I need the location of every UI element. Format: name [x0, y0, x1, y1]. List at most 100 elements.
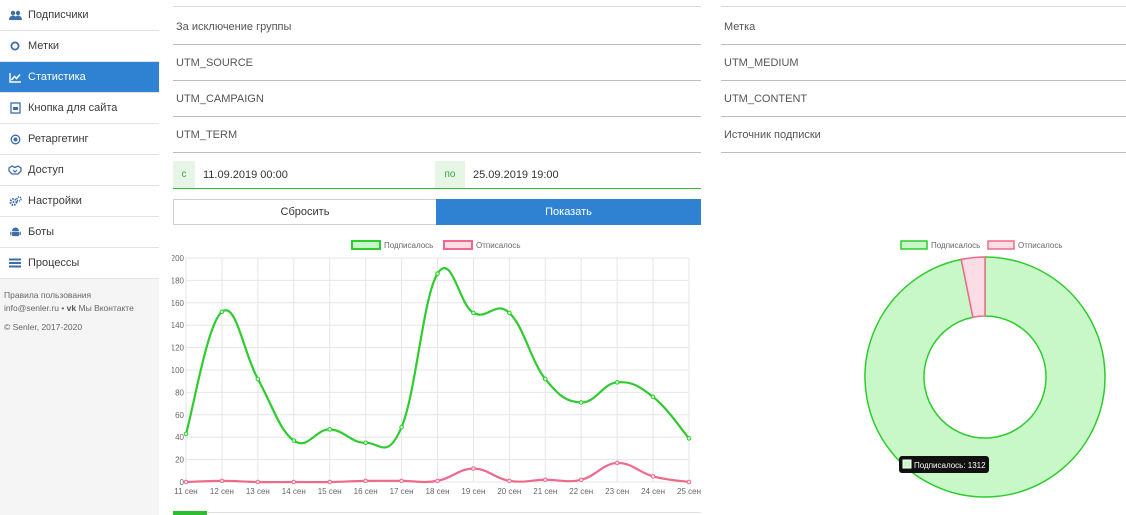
field-placeholder: Источник подписки: [724, 128, 821, 141]
utm-campaign-field[interactable]: UTM_CAMPAIGN: [173, 81, 701, 117]
y-tick-label: 100: [172, 366, 185, 375]
data-point[interactable]: [542, 477, 548, 483]
utm-source-field[interactable]: UTM_SOURCE: [173, 45, 701, 81]
y-tick-label: 0: [180, 478, 185, 487]
data-point[interactable]: [291, 479, 297, 485]
sidebar-item-label: Кнопка для сайта: [28, 102, 118, 114]
sidebar-item-tags[interactable]: Метки: [0, 31, 159, 62]
form-top-border: [173, 6, 701, 7]
donut-slice[interactable]: [864, 256, 1106, 498]
sidebar-item-label: Боты: [28, 226, 55, 238]
x-tick-label: 18 сен: [426, 487, 450, 496]
tooltip-box: [899, 456, 989, 473]
data-point[interactable]: [219, 478, 225, 484]
sidebar-item-access[interactable]: Доступ: [0, 155, 159, 186]
x-tick-label: 21 сен: [533, 487, 557, 496]
x-tick-label: 13 сен: [246, 487, 270, 496]
circle-icon: [8, 39, 22, 53]
legend-label[interactable]: Подписалось: [384, 241, 433, 250]
sidebar-item-settings[interactable]: Настройки: [0, 186, 159, 217]
legend-swatch[interactable]: [987, 240, 1015, 250]
data-point[interactable]: [686, 436, 692, 441]
terms-link[interactable]: Правила пользования: [4, 290, 92, 300]
data-point[interactable]: [507, 310, 512, 316]
data-point[interactable]: [255, 479, 261, 485]
data-point[interactable]: [578, 477, 584, 483]
sidebar-item-statistics[interactable]: Статистика: [0, 62, 159, 93]
y-tick-label: 20: [175, 456, 184, 465]
line-chart: Подписалось Отписалось 0 20 40 60 80 100 120 140…: [172, 240, 701, 496]
donut-chart: Подписалось Отписалось Подписалось: 1312: [864, 240, 1106, 498]
field-placeholder: Метка: [724, 20, 756, 33]
data-point[interactable]: [327, 479, 333, 485]
reset-button[interactable]: Сбросить: [173, 199, 437, 225]
bottom-tab-indicator: [173, 511, 207, 515]
x-tick-label: 20 сен: [497, 487, 521, 496]
list-icon: [8, 256, 22, 270]
x-tick-label: 25 сен: [677, 487, 701, 496]
y-tick-label: 80: [175, 388, 184, 397]
sidebar-item-bots[interactable]: Боты: [0, 217, 159, 248]
data-point[interactable]: [542, 376, 548, 382]
users-icon: [8, 8, 22, 22]
utm-medium-field[interactable]: UTM_MEDIUM: [721, 45, 1126, 81]
sidebar: Подписчики Метки Статистика Кнопка для с…: [0, 0, 159, 515]
utm-term-field[interactable]: UTM_TERM: [173, 117, 701, 153]
legend-swatch[interactable]: [900, 240, 928, 250]
android-icon: [8, 225, 22, 239]
tag-field[interactable]: Метка: [721, 9, 1126, 45]
data-point[interactable]: [399, 424, 404, 430]
data-point[interactable]: [686, 479, 692, 485]
legend-label[interactable]: Отписалось: [476, 241, 521, 250]
data-point[interactable]: [291, 438, 297, 443]
y-tick-label: 120: [172, 344, 185, 353]
data-point[interactable]: [507, 478, 512, 484]
data-point[interactable]: [435, 478, 440, 484]
data-point[interactable]: [471, 310, 476, 316]
sidebar-item-subscribers[interactable]: Подписчики: [0, 0, 159, 31]
data-point[interactable]: [183, 479, 189, 485]
data-point[interactable]: [578, 400, 584, 405]
x-tick-label: 22 сен: [569, 487, 593, 496]
date-to-input[interactable]: 25.09.2019 19:00: [473, 168, 559, 181]
data-point[interactable]: [471, 466, 476, 471]
legend-swatch[interactable]: [351, 240, 381, 250]
chart-legend: Подписалось Отписалось: [900, 240, 1063, 250]
field-placeholder: UTM_CAMPAIGN: [176, 92, 264, 105]
data-point[interactable]: [650, 394, 656, 400]
date-from-prefix: с: [173, 161, 195, 188]
legend-swatch[interactable]: [443, 240, 473, 250]
legend-label[interactable]: Отписалось: [1018, 241, 1063, 250]
x-tick-label: 15 сен: [318, 487, 342, 496]
y-tick-label: 200: [172, 254, 185, 263]
date-from-input[interactable]: 11.09.2019 00:00: [203, 168, 288, 181]
data-point[interactable]: [363, 440, 368, 446]
data-point[interactable]: [614, 460, 620, 466]
data-point[interactable]: [363, 478, 368, 484]
legend-label[interactable]: Подписалось: [931, 241, 980, 250]
email-link[interactable]: info@senler.ru: [4, 303, 59, 313]
donut-slice[interactable]: [960, 256, 986, 319]
date-to-prefix: по: [435, 161, 465, 188]
vk-link[interactable]: Мы Вконтакте: [78, 303, 134, 313]
x-axis-ticks: 11 сен 12 сен 13 сен 14 сен 15 сен 16 сен 17 с…: [174, 487, 701, 496]
data-point[interactable]: [255, 376, 261, 382]
sidebar-item-retargeting[interactable]: Ретаргетинг: [0, 124, 159, 155]
data-point[interactable]: [219, 309, 225, 315]
sidebar-item-site-button[interactable]: Кнопка для сайта: [0, 93, 159, 124]
field-placeholder: UTM_TERM: [176, 128, 238, 141]
sidebar-item-label: Метки: [28, 40, 60, 52]
subscription-source-field[interactable]: Источник подписки: [721, 117, 1126, 153]
data-point[interactable]: [183, 431, 189, 437]
utm-content-field[interactable]: UTM_CONTENT: [721, 81, 1126, 117]
x-tick-label: 24 сен: [641, 487, 665, 496]
data-point[interactable]: [327, 427, 333, 432]
show-button[interactable]: Показать: [436, 199, 701, 225]
x-tick-label: 19 сен: [461, 487, 485, 496]
data-point[interactable]: [435, 271, 440, 276]
data-point[interactable]: [614, 380, 620, 385]
exclude-group-field[interactable]: За исключение группы: [173, 9, 701, 45]
data-point[interactable]: [650, 474, 656, 479]
data-point[interactable]: [399, 478, 404, 484]
sidebar-item-processes[interactable]: Процессы: [0, 248, 159, 279]
